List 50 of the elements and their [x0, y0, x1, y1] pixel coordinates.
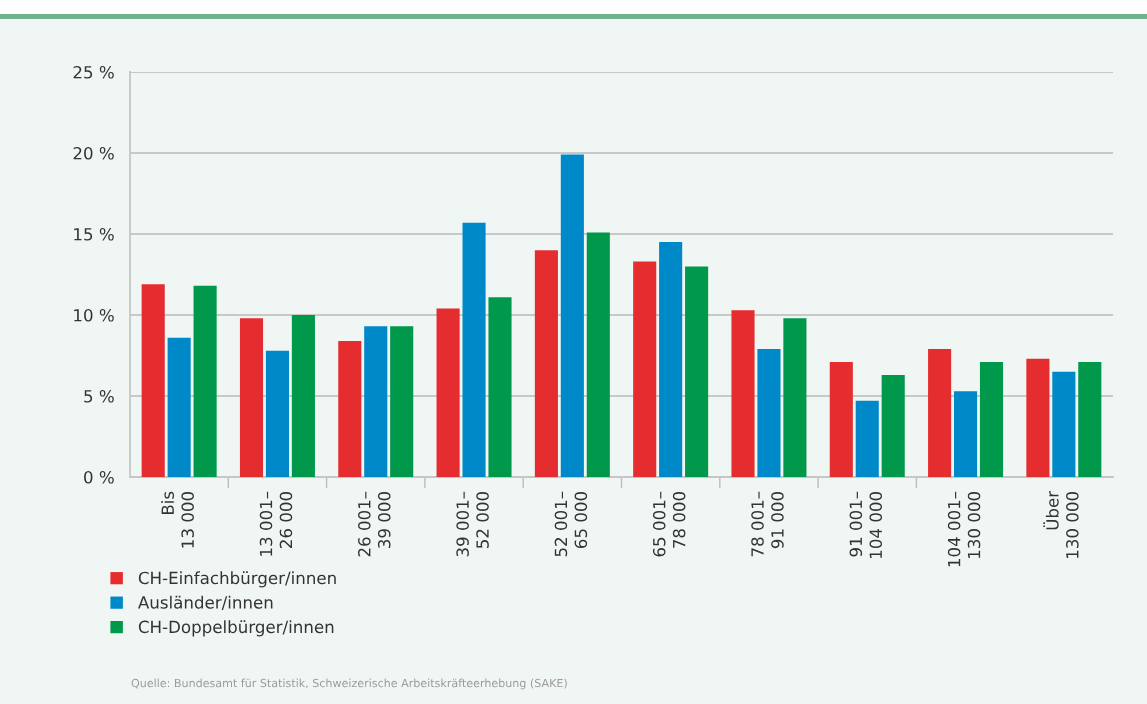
bar [193, 285, 217, 477]
x-tick-label: 39 001– 52 000 [456, 491, 489, 557]
bar [783, 318, 807, 477]
y-tick-label: 20 % [73, 146, 114, 160]
x-tick-label: 65 001– 78 000 [652, 491, 686, 557]
bar [757, 349, 781, 477]
y-tick-label: 10 % [74, 308, 114, 322]
x-tick-label: 52 001– 65 000 [554, 491, 588, 557]
bar [633, 261, 657, 477]
bar [462, 222, 486, 477]
bar [928, 349, 952, 477]
bar [586, 232, 610, 477]
bar [534, 250, 558, 477]
bar [685, 266, 709, 477]
bar [167, 337, 191, 477]
bar [488, 297, 512, 477]
bar [979, 361, 1004, 477]
bar [659, 242, 683, 477]
bar [560, 154, 584, 477]
legend-label: CH-Doppelbürger/innen [138, 620, 334, 637]
x-tick-label: 13 001– 26 000 [259, 491, 293, 556]
y-tick-label: 5 % [84, 389, 114, 403]
legend-label: CH-Einfachbürger/innen [138, 571, 336, 588]
bar [265, 350, 289, 477]
bar [829, 361, 853, 477]
bar [436, 308, 460, 477]
bar [855, 400, 879, 477]
bar [881, 374, 905, 477]
x-tick-label: Bis 13 000 [161, 491, 194, 548]
bar [239, 318, 264, 477]
bar [1078, 361, 1102, 477]
x-tick-label: Über 130 000 [1043, 490, 1079, 558]
bar [364, 326, 388, 477]
bar [390, 326, 414, 477]
bar [1026, 358, 1050, 477]
source-note: Quelle: Bundesamt für Statistik, Schweizerische Arbeitskräfteerhebung (SAKE) [131, 678, 567, 690]
y-tick-label: 0 % [84, 470, 114, 484]
x-tick-label: 91 001– 104 000 [849, 491, 883, 558]
bar [141, 284, 165, 477]
bar [338, 340, 362, 477]
y-tick-label: 15 % [74, 227, 114, 241]
x-tick-label: 104 001– 130 000 [947, 491, 981, 567]
legend-label: Ausländer/innen [138, 595, 273, 611]
bar [1052, 371, 1076, 477]
x-tick-label: 26 001– 39 000 [358, 491, 391, 557]
bar [731, 310, 755, 477]
x-tick-label: 78 001– 91 000 [751, 491, 784, 557]
bar [954, 391, 978, 477]
bar [291, 315, 315, 477]
y-tick-label: 25 % [73, 65, 114, 79]
